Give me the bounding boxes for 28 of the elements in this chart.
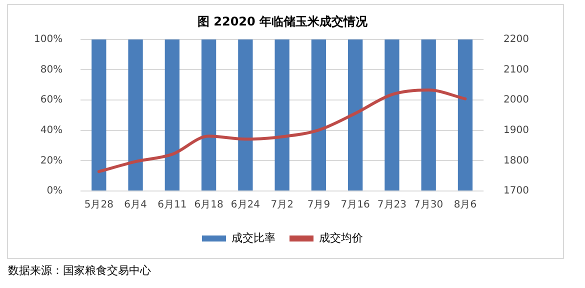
y-tick-label: 40%: [40, 124, 63, 136]
x-tick-label: 6月24: [230, 200, 260, 211]
x-tick-label: 6月4: [124, 200, 147, 211]
x-tick-label: 7月9: [307, 200, 330, 211]
x-tick-label: 7月30: [414, 200, 444, 211]
x-tick-label: 8月6: [454, 200, 477, 211]
x-tick-label: 7月23: [377, 200, 407, 211]
y-tick-label: 80%: [40, 64, 63, 76]
source-note: 数据来源：国家粮食交易中心: [8, 263, 151, 278]
y-tick-label: 60%: [40, 94, 63, 106]
y2-tick-label: 1800: [504, 155, 530, 166]
y-tick-label: 0%: [46, 186, 63, 197]
y2-tick-label: 1900: [504, 124, 530, 136]
y-tick-label: 100%: [34, 34, 63, 45]
chart-title: 图 22020 年临储玉米成交情况: [197, 14, 369, 28]
line-series: [97, 88, 467, 174]
x-tick-label: 6月11: [158, 200, 187, 211]
legend-label: 成交均价: [319, 231, 363, 244]
x-tick-label: 5月28: [84, 200, 114, 211]
x-tick-label: 6月18: [194, 200, 224, 211]
y2-tick-label: 1700: [504, 186, 530, 197]
y2-tick-label: 2100: [504, 64, 530, 76]
x-tick-label: 7月16: [340, 200, 370, 211]
y-tick-label: 20%: [40, 155, 63, 166]
y2-tick-label: 2000: [504, 94, 530, 106]
legend-label: 成交比率: [232, 231, 276, 244]
y2-tick-label: 2200: [504, 34, 530, 45]
x-tick-label: 7月2: [270, 200, 294, 211]
